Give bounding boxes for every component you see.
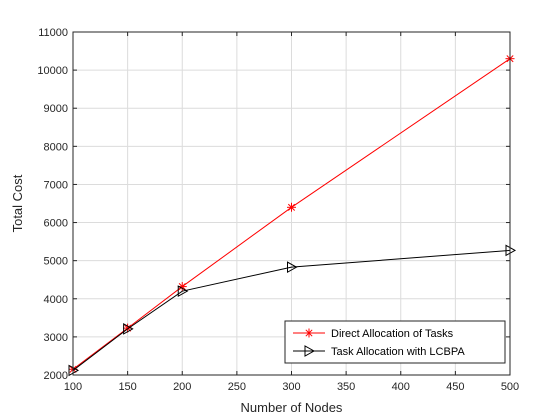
- y-tick-label: 8000: [44, 141, 68, 153]
- x-axis-label: Number of Nodes: [241, 400, 343, 415]
- legend-entry-lcbpa: Task Allocation with LCBPA: [293, 345, 465, 358]
- y-tick-label: 4000: [44, 294, 68, 306]
- asterisk-stroke: [305, 329, 313, 337]
- x-tick-label: 100: [64, 381, 82, 393]
- data-point-triangle: [177, 285, 189, 298]
- x-tick-label: 150: [118, 381, 136, 393]
- x-tick-label: 200: [173, 381, 191, 393]
- y-tick-label: 10000: [37, 65, 68, 77]
- y-tick-label: 11000: [38, 27, 68, 39]
- data-point-triangle: [287, 261, 298, 273]
- legend: Direct Allocation of Tasks Task Allocati…: [284, 320, 506, 364]
- series-direct-allocation: [68, 54, 515, 374]
- y-tick-label: 3000: [44, 332, 68, 344]
- legend-entry-direct-allocation: Direct Allocation of Tasks: [293, 328, 454, 340]
- y-axis-label: Total Cost: [10, 174, 25, 232]
- y-tick-label: 7000: [44, 179, 68, 191]
- data-point-triangle: [123, 323, 134, 335]
- x-tick-label: 500: [501, 381, 519, 393]
- series-layer: [68, 54, 517, 377]
- x-tick-label: 250: [228, 381, 246, 393]
- x-tick-label: 450: [446, 381, 464, 393]
- y-tick-label: 5000: [44, 256, 68, 268]
- data-point-asterisk: [287, 202, 296, 212]
- asterisk-stroke: [178, 283, 186, 291]
- legend-marker-triangle: [304, 345, 316, 357]
- y-tick-label: 6000: [44, 218, 68, 230]
- series-line: [72, 249, 511, 371]
- data-point-asterisk: [177, 282, 187, 292]
- x-tick-label: 400: [392, 381, 410, 393]
- legend-box: [284, 320, 506, 364]
- asterisk-stroke: [287, 203, 296, 211]
- legend-label-direct-allocation: Direct Allocation of Tasks: [331, 328, 454, 340]
- ticks: 100 150 200 250 300 350 400 450 500 2000 3000 4000 5…: [37, 27, 519, 393]
- legend-marker-asterisk: [304, 328, 314, 338]
- legend-label-lcbpa: Task Allocation with LCBPA: [331, 346, 465, 358]
- x-tick-label: 300: [282, 381, 300, 393]
- x-tick-label: 350: [337, 381, 355, 393]
- y-tick-label: 9000: [44, 103, 68, 115]
- y-tick-label: 2000: [44, 370, 68, 382]
